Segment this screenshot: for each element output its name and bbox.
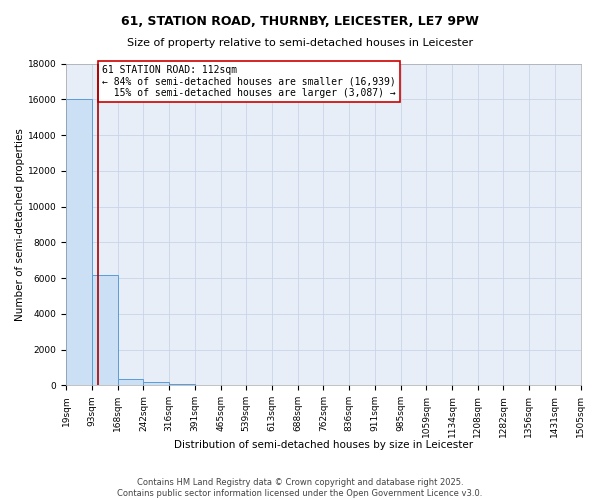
- Text: 61, STATION ROAD, THURNBY, LEICESTER, LE7 9PW: 61, STATION ROAD, THURNBY, LEICESTER, LE…: [121, 15, 479, 28]
- Bar: [66, 100, 92, 386]
- X-axis label: Distribution of semi-detached houses by size in Leicester: Distribution of semi-detached houses by …: [174, 440, 473, 450]
- Text: Size of property relative to semi-detached houses in Leicester: Size of property relative to semi-detach…: [127, 38, 473, 48]
- Y-axis label: Number of semi-detached properties: Number of semi-detached properties: [15, 128, 25, 321]
- Bar: [169, 384, 195, 386]
- Bar: [118, 378, 143, 386]
- Text: Contains HM Land Registry data © Crown copyright and database right 2025.
Contai: Contains HM Land Registry data © Crown c…: [118, 478, 482, 498]
- Bar: [143, 382, 169, 386]
- Text: 61 STATION ROAD: 112sqm
← 84% of semi-detached houses are smaller (16,939)
  15%: 61 STATION ROAD: 112sqm ← 84% of semi-de…: [102, 65, 395, 98]
- Bar: [92, 274, 118, 386]
